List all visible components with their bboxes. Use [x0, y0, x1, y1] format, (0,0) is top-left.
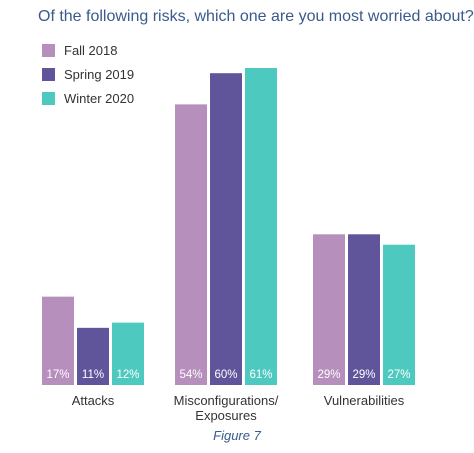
chart-title: Of the following risks, which one are yo…	[38, 8, 474, 25]
data-label-attacks-spring-2019: 11%	[82, 369, 104, 381]
legend-label-fall-2018: Fall 2018	[64, 42, 118, 58]
legend-label-winter-2020: Winter 2020	[64, 90, 135, 106]
legend-swatch-winter-2020	[42, 91, 55, 105]
bar-vulnerabilities-winter-2020	[383, 244, 415, 385]
data-label-misconfigurations-exposures-spring-2019: 60%	[214, 369, 237, 381]
bar-misconfigurations-exposures-winter-2020	[245, 68, 277, 385]
data-label-misconfigurations-exposures-fall-2018: 54%	[179, 369, 202, 381]
bar-attacks-winter-2020	[112, 322, 144, 385]
data-label-misconfigurations-exposures-winter-2020: 61%	[249, 369, 272, 381]
bar-vulnerabilities-fall-2018	[313, 234, 345, 385]
data-label-vulnerabilities-winter-2020: 27%	[387, 369, 410, 381]
category-label-misconfigurations-exposures: Misconfigurations/Exposures	[174, 393, 279, 423]
data-label-vulnerabilities-fall-2018: 29%	[317, 369, 340, 381]
category-label-vulnerabilities: Vulnerabilities	[324, 393, 405, 408]
data-label-attacks-winter-2020: 12%	[116, 369, 139, 381]
legend-swatch-fall-2018	[42, 43, 55, 57]
bar-attacks-fall-2018	[42, 296, 74, 385]
figure-caption: Figure 7	[213, 428, 261, 443]
bar-misconfigurations-exposures-fall-2018	[175, 104, 207, 386]
bar-vulnerabilities-spring-2019	[348, 234, 380, 385]
legend-item-fall-2018: Fall 2018	[42, 41, 117, 59]
legend-label-spring-2019: Spring 2019	[64, 66, 135, 82]
legend-item-winter-2020: Winter 2020	[42, 89, 134, 107]
category-label-attacks: Attacks	[72, 393, 115, 408]
bar-attacks-spring-2019	[77, 327, 109, 385]
legend-swatch-spring-2019	[42, 67, 55, 81]
data-label-attacks-fall-2018: 17%	[46, 369, 69, 381]
data-label-vulnerabilities-spring-2019: 29%	[352, 369, 375, 381]
bar-misconfigurations-exposures-spring-2019	[210, 73, 242, 386]
legend-item-spring-2019: Spring 2019	[42, 65, 134, 83]
